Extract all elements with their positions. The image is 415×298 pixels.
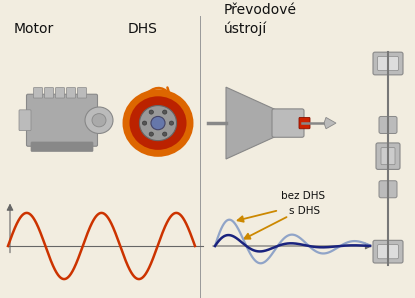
FancyBboxPatch shape <box>56 88 64 98</box>
FancyBboxPatch shape <box>379 181 397 198</box>
FancyBboxPatch shape <box>373 240 403 263</box>
FancyBboxPatch shape <box>44 88 54 98</box>
Text: Motor: Motor <box>14 22 54 36</box>
FancyBboxPatch shape <box>299 117 310 129</box>
Polygon shape <box>226 87 276 159</box>
Text: Převodové
ústrojí: Převodové ústrojí <box>224 3 297 36</box>
Text: bez DHS: bez DHS <box>281 191 325 201</box>
FancyBboxPatch shape <box>66 88 76 98</box>
FancyBboxPatch shape <box>27 94 98 146</box>
FancyBboxPatch shape <box>19 110 31 131</box>
FancyBboxPatch shape <box>373 52 403 75</box>
FancyBboxPatch shape <box>378 245 398 259</box>
Circle shape <box>139 105 176 141</box>
Circle shape <box>142 121 147 125</box>
Text: s DHS: s DHS <box>289 206 320 216</box>
Circle shape <box>149 132 154 136</box>
Circle shape <box>126 93 190 153</box>
FancyBboxPatch shape <box>272 109 304 137</box>
FancyBboxPatch shape <box>31 142 93 151</box>
Circle shape <box>85 107 113 134</box>
FancyBboxPatch shape <box>376 143 400 169</box>
Circle shape <box>149 110 154 114</box>
Circle shape <box>163 132 167 136</box>
FancyBboxPatch shape <box>78 88 86 98</box>
FancyBboxPatch shape <box>379 117 397 134</box>
FancyBboxPatch shape <box>378 56 398 71</box>
Text: DHS: DHS <box>128 22 158 36</box>
Polygon shape <box>324 117 336 129</box>
Circle shape <box>151 117 165 130</box>
Circle shape <box>163 110 167 114</box>
FancyBboxPatch shape <box>381 148 395 165</box>
Circle shape <box>92 114 106 127</box>
FancyBboxPatch shape <box>34 88 42 98</box>
Circle shape <box>169 121 173 125</box>
